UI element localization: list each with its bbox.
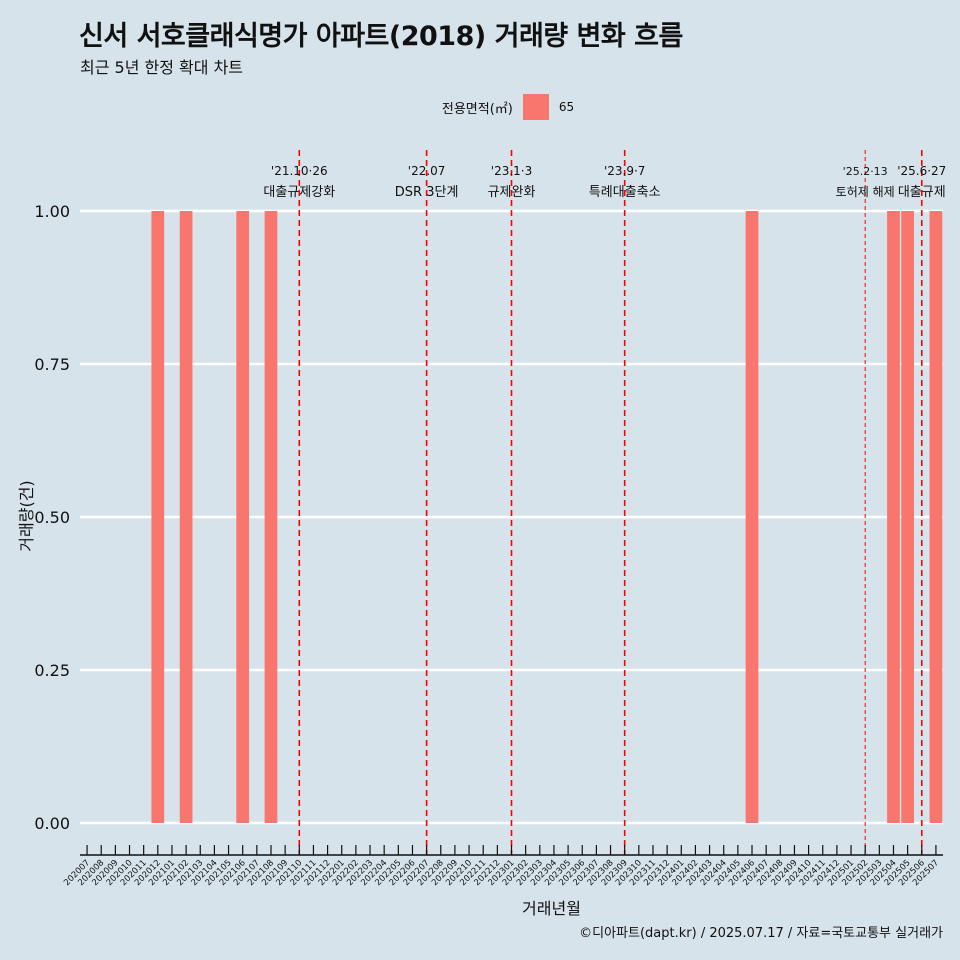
event-date-label: '21.10·26 [271, 164, 328, 178]
y-tick-label: 0.25 [34, 661, 70, 680]
legend-swatch [522, 94, 549, 120]
chart-title: 신서 서호클래식명가 아파트(2018) 거래량 변화 흐름 [79, 21, 683, 52]
event-date-label: '25.2·13 [843, 165, 888, 178]
event-name-label: 규제완화 [488, 185, 536, 200]
event-name-label: 토허제 해제 [836, 185, 895, 199]
event-name-label: DSR 3단계 [395, 185, 459, 200]
bar [901, 211, 914, 823]
bar [151, 211, 165, 823]
bar [179, 211, 193, 823]
y-tick-label: 0.50 [34, 508, 70, 527]
event-date-label: '23.9·7 [604, 164, 645, 178]
bar [236, 211, 250, 823]
y-axis-title: 거래량(건) [17, 480, 36, 551]
chart-subtitle: 최근 5년 한정 확대 차트 [80, 58, 244, 77]
legend-title: 전용면적(㎡) [441, 101, 513, 117]
y-tick-label: 1.00 [34, 202, 70, 221]
bar [887, 211, 900, 823]
legend-label: 65 [558, 100, 575, 114]
event-name-label: 특례대출축소 [589, 185, 661, 200]
y-tick-label: 0.00 [34, 814, 70, 833]
legend: 전용면적(㎡) 65 [28, 94, 960, 120]
x-axis-title: 거래년월 [522, 899, 581, 918]
event-name-label: 대출규제 [898, 185, 946, 200]
caption: ©디아파트(dapt.kr) / 2025.07.17 / 자료=국토교통부 실… [579, 926, 943, 941]
event-date-label: '23.1·3 [491, 164, 532, 178]
bar [264, 211, 278, 823]
y-tick-label: 0.75 [34, 355, 70, 374]
event-date-label: '25.6·27 [897, 164, 946, 178]
bar [929, 211, 943, 823]
event-name-label: 대출규제강화 [263, 185, 335, 200]
event-date-label: '22.07 [408, 164, 446, 178]
bar [745, 211, 759, 823]
